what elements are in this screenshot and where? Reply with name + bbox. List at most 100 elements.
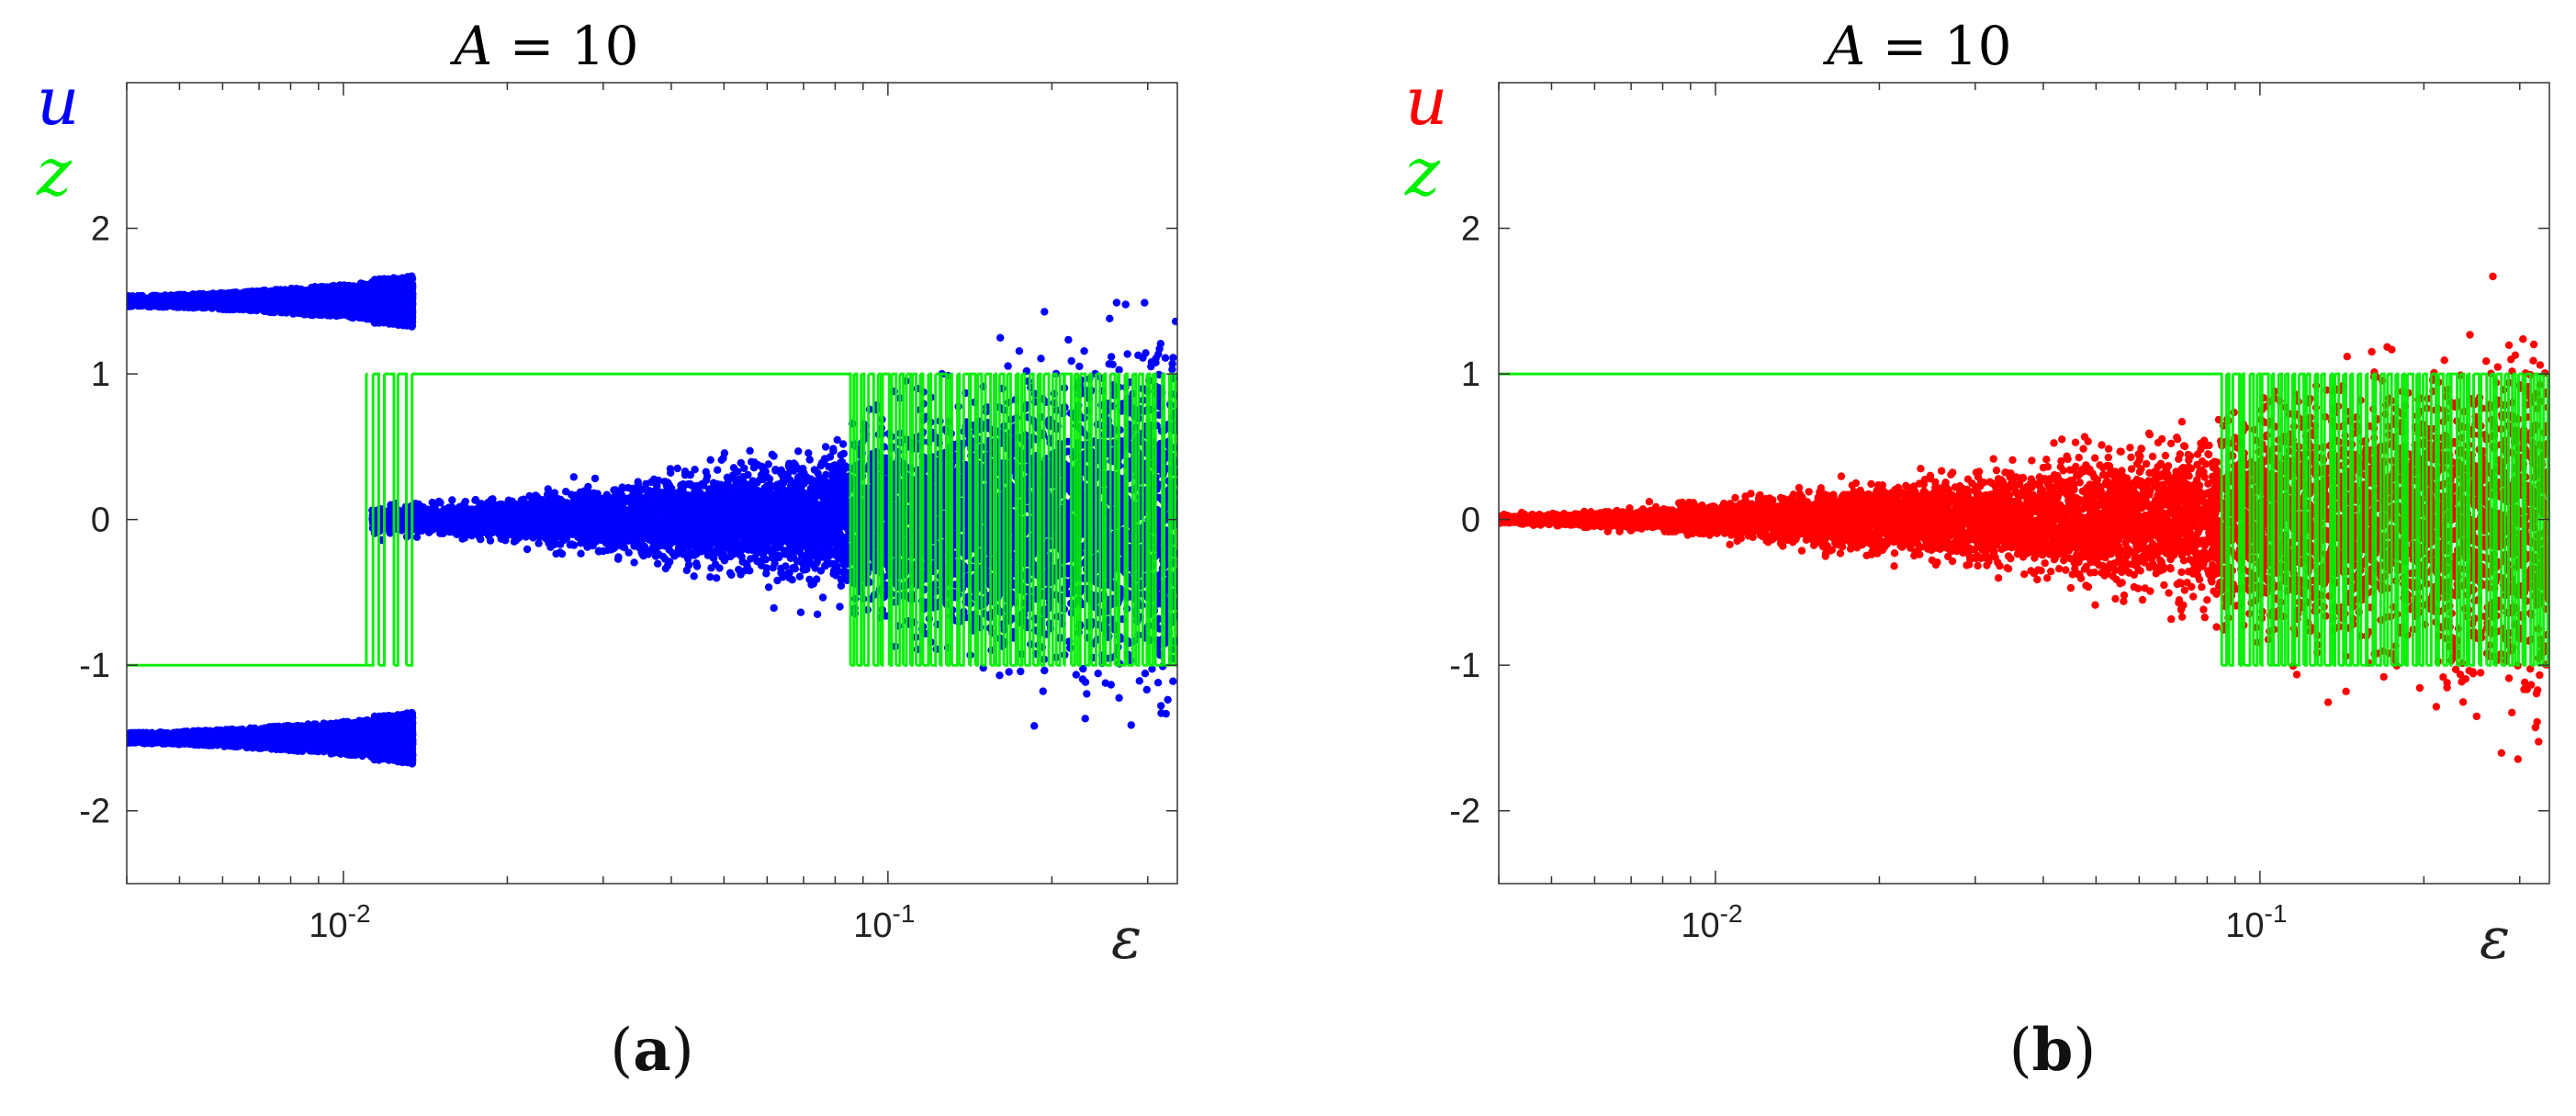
u-point [351, 724, 359, 732]
u-point [214, 302, 222, 310]
u-point [223, 300, 232, 309]
u-point [408, 711, 416, 720]
u-point [197, 730, 205, 738]
u-point [237, 298, 246, 307]
u-point [231, 742, 240, 751]
u-point [216, 728, 225, 737]
u-point [389, 308, 399, 317]
u-point [393, 297, 402, 305]
u-point [403, 731, 411, 739]
plot-area [127, 272, 1177, 768]
u-point [342, 294, 351, 302]
u-point [403, 311, 411, 320]
u-point [178, 729, 187, 738]
u-point [338, 748, 346, 756]
u-point [370, 750, 378, 758]
u-point [385, 712, 393, 721]
u-point [267, 724, 276, 733]
u-point [220, 741, 230, 750]
u-point [133, 730, 141, 738]
u-point [399, 742, 407, 750]
u-point [384, 300, 393, 310]
u-point [1135, 677, 1144, 685]
u-point [276, 732, 284, 741]
u-point [403, 319, 411, 327]
u-point [147, 292, 155, 300]
u-point [375, 739, 383, 748]
u-point [337, 729, 345, 738]
u-point [349, 292, 357, 300]
u-point [147, 736, 156, 744]
u-point [384, 753, 393, 761]
u-point [321, 727, 330, 736]
u-point [247, 738, 255, 746]
u-point [261, 731, 269, 740]
u-point [127, 299, 133, 309]
u-point [325, 739, 333, 749]
u-point [408, 740, 416, 749]
u-point [136, 296, 145, 304]
u-point [269, 305, 277, 313]
u-point [259, 304, 268, 313]
u-point [260, 289, 269, 299]
u-point [330, 749, 339, 757]
u-point [169, 734, 177, 743]
u-point [349, 301, 357, 310]
u-point [267, 287, 276, 296]
u-point [287, 298, 296, 306]
u-point [289, 738, 298, 747]
u-point [139, 738, 148, 748]
u-point [298, 727, 306, 735]
u-point [402, 301, 411, 310]
u-point [209, 292, 219, 300]
u-point [174, 290, 183, 299]
u-point [408, 751, 416, 760]
u-point [347, 736, 356, 745]
u-point [355, 287, 364, 295]
u-point [251, 727, 259, 735]
u-point [313, 303, 321, 311]
u-point [337, 310, 345, 320]
u-point [690, 572, 698, 581]
u-point [245, 300, 253, 310]
u-point [287, 287, 296, 296]
u-point [170, 301, 178, 310]
u-point [389, 741, 398, 750]
u-point [394, 749, 402, 757]
u-point [371, 276, 379, 284]
u-point [307, 310, 315, 320]
u-point [329, 292, 337, 301]
u-point [394, 276, 402, 286]
u-point [278, 304, 287, 312]
u-point [179, 738, 188, 746]
u-point [277, 744, 286, 752]
u-point [202, 292, 210, 300]
u-point [361, 726, 369, 734]
u-point [394, 711, 402, 719]
u-point [156, 729, 164, 738]
u-point [247, 294, 255, 302]
u-point [370, 726, 378, 734]
u-point [234, 730, 242, 739]
u-point [300, 296, 309, 304]
u-point [312, 744, 321, 752]
u-point [199, 302, 208, 310]
u-point [302, 288, 311, 298]
u-point [403, 283, 411, 292]
u-point [152, 299, 162, 307]
u-point [159, 738, 167, 747]
u-point [294, 303, 303, 311]
u-point [306, 726, 314, 734]
u-point [316, 310, 324, 319]
u-point [266, 740, 275, 750]
u-point [343, 282, 351, 291]
u-point [362, 296, 370, 304]
u-point [394, 284, 402, 292]
u-point [222, 290, 231, 299]
u-point [276, 286, 285, 294]
u-point [186, 303, 195, 311]
u-point [354, 308, 363, 316]
u-point [394, 723, 403, 731]
